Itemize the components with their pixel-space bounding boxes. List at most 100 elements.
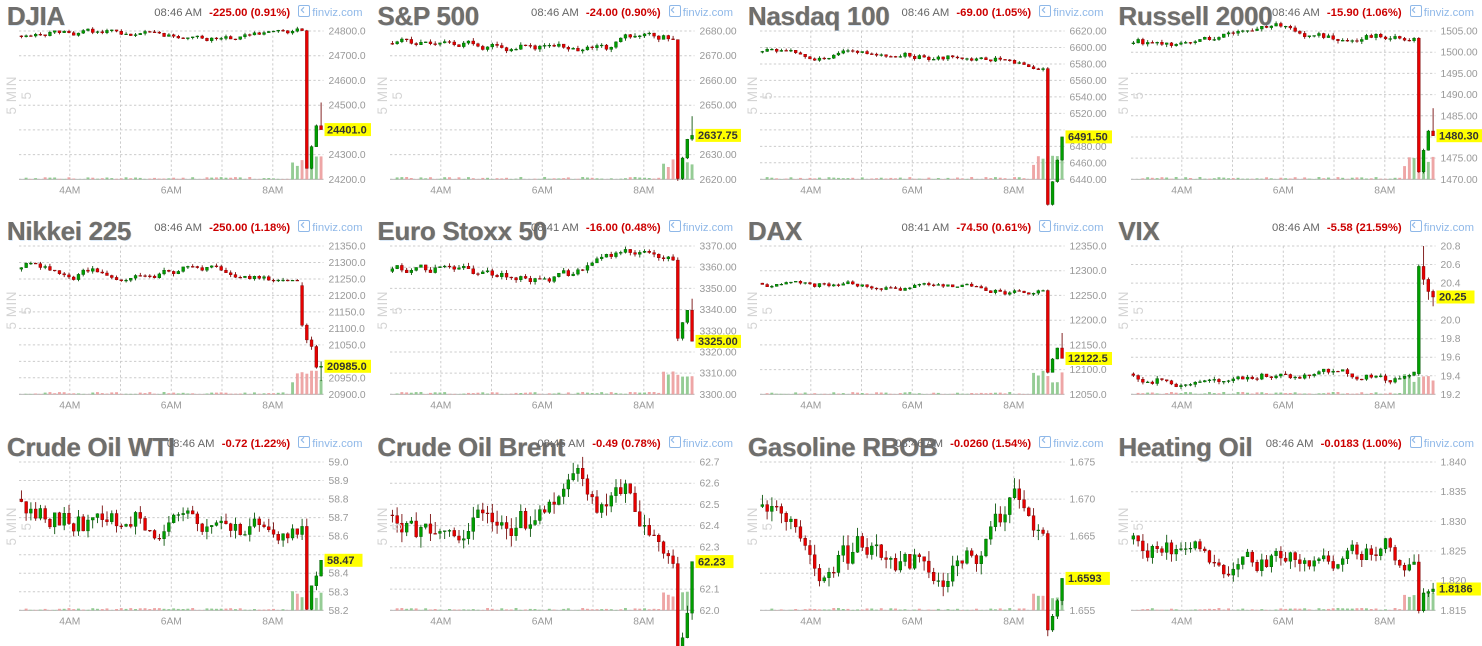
svg-text:62.0: 62.0 <box>699 605 719 616</box>
svg-text:20.6: 20.6 <box>1440 260 1460 271</box>
svg-text:12200.0: 12200.0 <box>1069 316 1106 327</box>
svg-text:4AM: 4AM <box>59 185 80 196</box>
svg-text:58.3: 58.3 <box>328 587 348 598</box>
svg-text:1.670: 1.670 <box>1069 494 1095 505</box>
svg-text:21300.0: 21300.0 <box>328 258 365 269</box>
svg-text:3360.00: 3360.00 <box>699 263 736 274</box>
svg-text:62.23: 62.23 <box>697 556 725 568</box>
svg-text:4AM: 4AM <box>1171 401 1192 412</box>
svg-text:1.675: 1.675 <box>1069 457 1095 468</box>
svg-text:6AM: 6AM <box>902 185 923 196</box>
svg-text:21150.0: 21150.0 <box>328 308 365 319</box>
svg-text:24500.0: 24500.0 <box>328 101 365 112</box>
svg-text:2650.00: 2650.00 <box>699 101 736 112</box>
svg-text:20950.0: 20950.0 <box>328 374 365 385</box>
svg-text:8AM: 8AM <box>1374 616 1395 627</box>
svg-text:6560.00: 6560.00 <box>1069 76 1106 87</box>
svg-text:12150.0: 12150.0 <box>1069 341 1106 352</box>
svg-text:19.2: 19.2 <box>1440 390 1460 401</box>
svg-text:58.8: 58.8 <box>328 494 348 505</box>
svg-text:21250.0: 21250.0 <box>328 275 365 286</box>
svg-text:6600.00: 6600.00 <box>1069 43 1106 54</box>
svg-text:3370.00: 3370.00 <box>699 242 736 253</box>
svg-text:8AM: 8AM <box>1003 616 1024 627</box>
svg-text:1.840: 1.840 <box>1440 457 1466 468</box>
svg-text:1480.30: 1480.30 <box>1438 130 1478 142</box>
svg-text:8AM: 8AM <box>262 616 283 627</box>
svg-text:21100.0: 21100.0 <box>328 324 365 335</box>
svg-text:12250.0: 12250.0 <box>1069 291 1106 302</box>
svg-text:12350.0: 12350.0 <box>1069 242 1106 253</box>
svg-text:4AM: 4AM <box>59 401 80 412</box>
svg-text:1475.00: 1475.00 <box>1440 154 1477 165</box>
svg-text:8AM: 8AM <box>1003 185 1024 196</box>
svg-text:4AM: 4AM <box>59 616 80 627</box>
svg-text:6AM: 6AM <box>161 401 182 412</box>
svg-text:58.4: 58.4 <box>328 568 348 579</box>
svg-text:6AM: 6AM <box>161 185 182 196</box>
svg-text:1.665: 1.665 <box>1069 531 1095 542</box>
svg-text:2630.00: 2630.00 <box>699 150 736 161</box>
svg-text:12300.0: 12300.0 <box>1069 267 1106 278</box>
svg-text:4AM: 4AM <box>1171 616 1192 627</box>
svg-text:6AM: 6AM <box>531 185 552 196</box>
svg-text:62.7: 62.7 <box>699 457 719 468</box>
svg-text:1.820: 1.820 <box>1440 576 1466 587</box>
svg-text:8AM: 8AM <box>1374 185 1395 196</box>
svg-text:20.25: 20.25 <box>1438 292 1466 304</box>
svg-text:1470.00: 1470.00 <box>1440 175 1477 186</box>
svg-text:1490.00: 1490.00 <box>1440 90 1477 101</box>
svg-text:6AM: 6AM <box>531 401 552 412</box>
svg-text:20.8: 20.8 <box>1440 242 1460 253</box>
svg-text:20.0: 20.0 <box>1440 316 1460 327</box>
svg-text:21350.0: 21350.0 <box>328 242 365 253</box>
svg-text:4AM: 4AM <box>800 401 821 412</box>
svg-text:21050.0: 21050.0 <box>328 341 365 352</box>
svg-text:3340.00: 3340.00 <box>699 305 736 316</box>
svg-text:20985.0: 20985.0 <box>327 361 367 373</box>
svg-text:12122.5: 12122.5 <box>1068 354 1108 366</box>
svg-text:6480.00: 6480.00 <box>1069 142 1106 153</box>
svg-text:20.4: 20.4 <box>1440 279 1460 290</box>
svg-text:58.2: 58.2 <box>328 605 348 616</box>
svg-text:62.3: 62.3 <box>699 542 719 553</box>
svg-text:8AM: 8AM <box>1003 401 1024 412</box>
svg-text:6620.00: 6620.00 <box>1069 26 1106 37</box>
svg-text:1.655: 1.655 <box>1069 605 1095 616</box>
svg-text:3300.00: 3300.00 <box>699 390 736 401</box>
svg-text:2637.75: 2637.75 <box>697 130 737 142</box>
svg-text:1.815: 1.815 <box>1440 605 1466 616</box>
svg-text:4AM: 4AM <box>1171 185 1192 196</box>
svg-text:58.9: 58.9 <box>328 476 348 487</box>
svg-text:6580.00: 6580.00 <box>1069 59 1106 70</box>
svg-text:62.4: 62.4 <box>699 521 719 532</box>
svg-text:3330.00: 3330.00 <box>699 327 736 338</box>
svg-text:6AM: 6AM <box>1272 401 1293 412</box>
svg-text:8AM: 8AM <box>633 401 654 412</box>
svg-text:62.1: 62.1 <box>699 584 719 595</box>
svg-text:6AM: 6AM <box>902 616 923 627</box>
svg-text:58.47: 58.47 <box>327 555 355 567</box>
svg-text:6AM: 6AM <box>1272 616 1293 627</box>
svg-text:8AM: 8AM <box>1374 401 1395 412</box>
svg-text:12050.0: 12050.0 <box>1069 390 1106 401</box>
svg-text:24200.0: 24200.0 <box>328 175 365 186</box>
svg-text:6520.00: 6520.00 <box>1069 109 1106 120</box>
svg-text:6AM: 6AM <box>902 401 923 412</box>
svg-text:59.0: 59.0 <box>328 457 348 468</box>
svg-text:8AM: 8AM <box>633 616 654 627</box>
svg-text:8AM: 8AM <box>262 185 283 196</box>
svg-text:8AM: 8AM <box>262 401 283 412</box>
svg-text:58.7: 58.7 <box>328 513 348 524</box>
svg-text:4AM: 4AM <box>430 185 451 196</box>
svg-text:1.6593: 1.6593 <box>1068 573 1102 585</box>
svg-text:3350.00: 3350.00 <box>699 284 736 295</box>
svg-text:3325.00: 3325.00 <box>697 336 737 348</box>
svg-text:2660.00: 2660.00 <box>699 76 736 87</box>
svg-text:3320.00: 3320.00 <box>699 348 736 359</box>
svg-text:21200.0: 21200.0 <box>328 291 365 302</box>
svg-text:2670.00: 2670.00 <box>699 51 736 62</box>
svg-text:24401.0: 24401.0 <box>327 124 367 136</box>
svg-text:1485.00: 1485.00 <box>1440 111 1477 122</box>
svg-text:6AM: 6AM <box>161 616 182 627</box>
